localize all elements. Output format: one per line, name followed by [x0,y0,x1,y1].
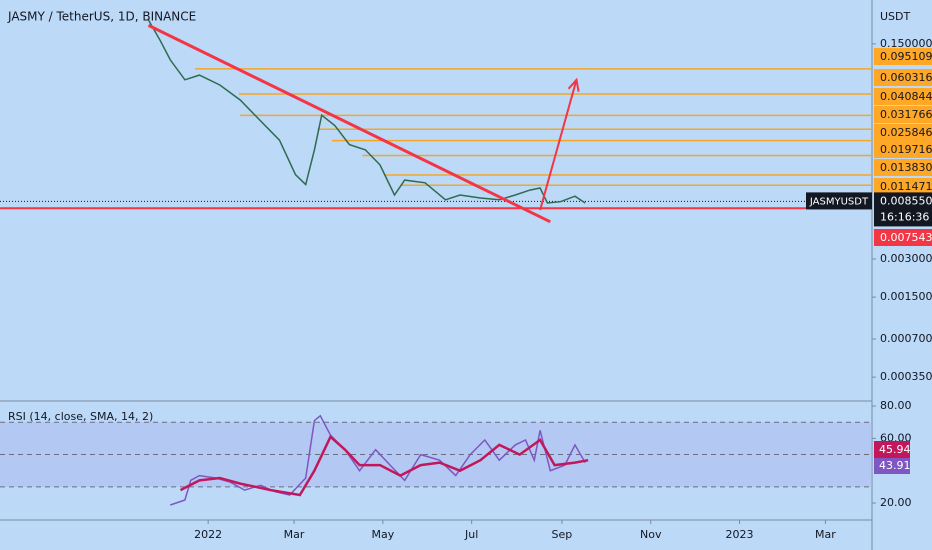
series-line [170,414,586,506]
rsi-y-tick-label: 80.00 [880,399,912,412]
level-tag-label: 0.031766 [880,108,932,121]
level-tag [874,69,932,86]
y-tick-label: 0.150000 [880,37,932,50]
symbol-tag-label: JASMYUSDT [809,196,869,207]
price-tag [874,192,932,227]
level-tag-label: 0.025846 [880,126,932,139]
trendline [147,24,551,224]
chart-title: JASMY / TetherUS, 1D, BINANCE [7,10,196,24]
level-tag [874,141,932,158]
series-line [179,434,589,497]
level-tag-label: 0.011471 [880,180,932,193]
x-tick-label: Mar [815,528,836,541]
support-tag-label: 0.007543 [880,231,932,244]
arrow [539,79,578,211]
x-tick-label: 2022 [194,528,222,541]
rsi-tag [874,441,910,458]
x-tick-label: Nov [640,528,662,541]
x-tick-label: May [371,528,394,541]
y-tick-label: 0.001500 [880,290,932,303]
level-tag-label: 0.013830 [880,161,932,174]
rsi-y-tick-label: 20.00 [880,496,912,509]
arrow-head [567,77,580,92]
symbol-tag [806,192,872,210]
rsi-tag-label: 45.94 [879,443,911,456]
x-tick-label: Mar [284,528,305,541]
level-tag-label: 0.060316 [880,71,932,84]
level-tag [874,178,932,195]
y-tick-label: 0.000700 [880,332,932,345]
currency: USDT [880,10,911,23]
support-tag [874,229,932,246]
level-tag-label: 0.019716 [880,143,932,156]
level-tag [874,88,932,105]
level-tag-label: 0.095109 [880,50,932,63]
x-tick-label: Sep [552,528,573,541]
price-tag-label: 0.008550 [880,194,932,207]
y-tick-label: 0.003000 [880,252,932,265]
rsi-title: RSI (14, close, SMA, 14, 2) [8,410,153,423]
x-tick-label: Jul [464,528,478,541]
rsi-tag [874,457,910,474]
level-tag [874,106,932,123]
rsi-tag-label: 43.91 [879,459,911,472]
level-tag [874,124,932,141]
x-tick-label: 2023 [726,528,754,541]
level-tag-label: 0.040844 [880,90,932,103]
level-tag [874,48,932,65]
level-tag [874,159,932,176]
countdown-label: 16:16:36 [880,210,929,223]
y-tick-label: 0.000350 [880,370,932,383]
series-line [147,19,586,204]
